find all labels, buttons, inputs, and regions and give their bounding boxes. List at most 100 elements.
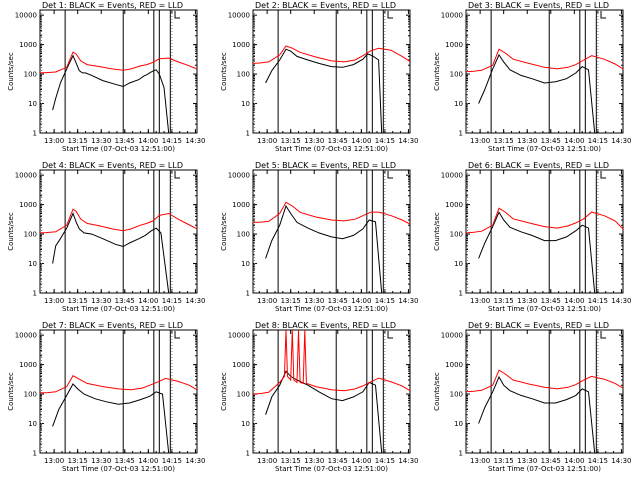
panel-det-3: Det 3: BLACK = Events, RED = LLD 1 10 100 10… [433,1,632,153]
x-tick-label: 13:45 [541,457,561,465]
panel-det-9: Det 9: BLACK = Events, RED = LLD 1 10 100 10… [433,321,632,473]
x-tick-label: 13:45 [115,457,135,465]
corner-marker [174,171,181,179]
corner-marker [600,171,607,179]
plot-frame [465,329,624,454]
y-tick-label: 1 [459,130,463,138]
plot-frame [465,9,624,134]
x-tick-label: 13:45 [541,137,561,145]
y-tick-label: 1000 [232,41,250,49]
series-events [265,204,383,294]
series-events [265,370,383,454]
x-tick-label: 14:15 [588,457,608,465]
y-axis-label: Counts/sec [7,372,15,411]
x-tick-label: 13:00 [470,297,490,305]
y-tick-label: 10000 [15,12,37,20]
y-tick-label: 1 [246,450,250,458]
corner-marker [387,11,394,19]
y-tick-label: 100 [237,391,250,399]
series-lld [39,208,198,234]
x-tick-label: 14:15 [375,137,395,145]
x-axis-label: Start Time (07-Oct-03 12:51:00) [488,305,601,313]
x-tick-label: 13:45 [541,297,561,305]
x-axis-label: Start Time (07-Oct-03 12:51:00) [488,465,601,473]
panel-det-5: Det 5: BLACK = Events, RED = LLD 1 10 100 10… [220,161,419,313]
y-axis-label: Counts/sec [220,212,228,251]
y-tick-label: 1000 [445,41,463,49]
y-axis-label: Counts/sec [433,52,441,91]
x-tick-label: 13:45 [115,137,135,145]
y-tick-label: 1000 [232,361,250,369]
y-tick-label: 1000 [19,201,37,209]
y-tick-label: 10 [454,260,463,268]
panel-title: Det 6: BLACK = Events, RED = LLD [468,161,609,170]
x-tick-label: 14:00 [564,457,584,465]
x-tick-label: 13:15 [281,297,301,305]
x-tick-label: 13:30 [91,137,111,145]
y-axis-label: Counts/sec [220,52,228,91]
plot-frame [252,169,411,294]
x-tick-label: 13:15 [494,297,514,305]
x-tick-label: 13:30 [91,457,111,465]
x-axis-label: Start Time (07-Oct-03 12:51:00) [275,145,388,153]
x-axis-label: Start Time (07-Oct-03 12:51:00) [275,305,388,313]
y-tick-label: 10000 [441,12,463,20]
x-tick-label: 13:00 [470,457,490,465]
series-lld [252,329,411,395]
x-axis-label: Start Time (07-Oct-03 12:51:00) [488,145,601,153]
series-events [265,48,383,134]
series-events [478,53,596,134]
x-tick-label: 14:30 [398,297,418,305]
y-tick-label: 10 [28,260,37,268]
series-events [478,211,596,294]
series-events [52,383,170,454]
y-tick-label: 10 [241,420,250,428]
x-axis-label: Start Time (07-Oct-03 12:51:00) [62,305,175,313]
x-tick-label: 14:30 [185,137,205,145]
y-tick-label: 100 [24,391,37,399]
x-tick-label: 14:15 [375,297,395,305]
panel-det-1: Det 1: BLACK = Events, RED = LLD 1 10 100 10… [7,1,206,153]
y-tick-label: 10000 [228,332,250,340]
x-tick-label: 14:30 [611,137,631,145]
y-tick-label: 10000 [228,172,250,180]
y-tick-label: 100 [450,71,463,79]
x-tick-label: 14:30 [611,297,631,305]
panel-title: Det 8: BLACK = Events, RED = LLD [255,321,396,330]
x-tick-label: 13:30 [91,297,111,305]
x-tick-label: 13:00 [44,297,64,305]
y-tick-label: 10 [454,100,463,108]
y-tick-label: 1 [33,450,37,458]
plot-frame [39,329,198,454]
x-tick-label: 14:00 [564,297,584,305]
y-tick-label: 1 [246,130,250,138]
corner-marker [387,331,394,339]
series-events [478,375,596,454]
y-tick-label: 10 [454,420,463,428]
x-tick-label: 13:30 [304,137,324,145]
x-tick-label: 14:00 [138,137,158,145]
y-axis-label: Counts/sec [220,372,228,411]
y-axis-label: Counts/sec [433,212,441,251]
y-axis-label: Counts/sec [7,52,15,91]
panel-title: Det 4: BLACK = Events, RED = LLD [42,161,183,170]
x-axis-label: Start Time (07-Oct-03 12:51:00) [62,145,175,153]
y-tick-label: 100 [24,71,37,79]
plot-frame [465,169,624,294]
y-tick-label: 100 [24,231,37,239]
y-tick-label: 100 [237,231,250,239]
x-tick-label: 13:15 [68,137,88,145]
y-tick-label: 10000 [228,12,250,20]
series-lld [39,375,198,394]
series-events [52,212,170,294]
x-tick-label: 14:30 [185,457,205,465]
panel-title: Det 1: BLACK = Events, RED = LLD [42,1,183,10]
x-tick-label: 13:00 [257,297,277,305]
y-tick-label: 1000 [232,201,250,209]
y-axis-label: Counts/sec [7,212,15,251]
series-lld [39,51,198,74]
x-tick-label: 14:30 [398,137,418,145]
x-tick-label: 13:30 [517,457,537,465]
panel-det-2: Det 2: BLACK = Events, RED = LLD 1 10 100 10… [220,1,419,153]
x-tick-label: 14:00 [351,297,371,305]
